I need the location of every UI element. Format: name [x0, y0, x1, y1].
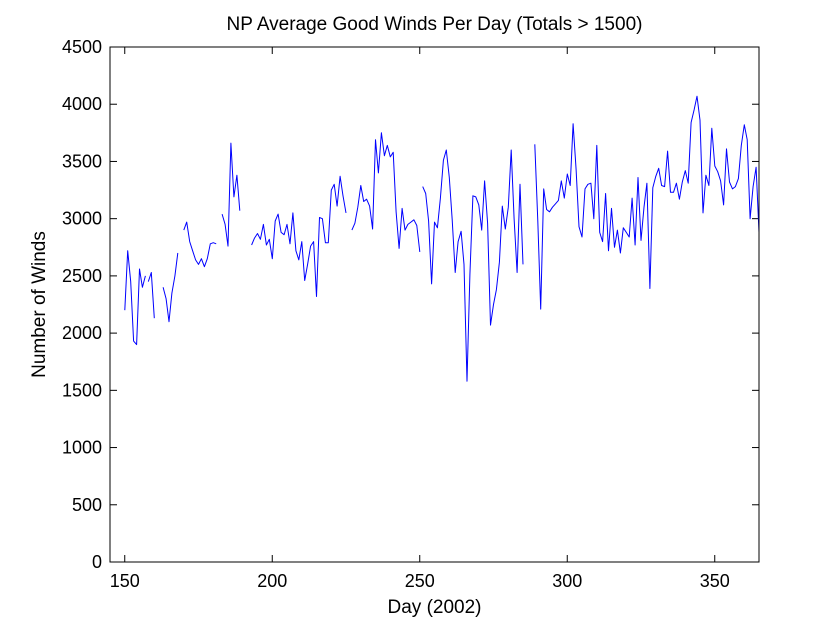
y-tick-label: 0 [92, 552, 102, 572]
y-axis-ticks: 0 500 1000 1500 2000 2500 3000 3500 4000 4500 [62, 37, 759, 572]
y-tick-label: 4500 [62, 37, 102, 57]
series-line-segment [351, 132, 421, 252]
y-tick-label: 2500 [62, 266, 102, 286]
series-line-segment [124, 250, 146, 346]
series-line-segment [147, 272, 155, 319]
series-line-segment [422, 149, 524, 382]
x-axis-ticks: 150 200 250 300 350 [110, 47, 730, 591]
y-axis-title: Number of Winds [29, 231, 50, 378]
x-tick-label: 350 [700, 571, 730, 591]
series-line-segment [221, 142, 241, 247]
y-tick-label: 2000 [62, 323, 102, 343]
y-tick-label: 3500 [62, 151, 102, 171]
y-tick-label: 3000 [62, 209, 102, 229]
plot-frame [109, 46, 760, 563]
x-tick-label: 200 [257, 571, 287, 591]
y-tick-label: 500 [72, 495, 102, 515]
y-tick-label: 1000 [62, 438, 102, 458]
x-tick-label: 300 [552, 571, 582, 591]
y-tick-label: 1500 [62, 380, 102, 400]
series-line-segment [183, 221, 217, 268]
x-tick-label: 150 [110, 571, 140, 591]
y-tick-label: 4000 [62, 94, 102, 114]
series-line-segment [162, 252, 179, 323]
series-line-segment [251, 175, 347, 297]
series-line-segment [534, 95, 759, 310]
plot-lines [124, 95, 759, 382]
x-tick-label: 250 [405, 571, 435, 591]
x-axis-title: Day (2002) [388, 597, 482, 618]
chart-title: NP Average Good Winds Per Day (Totals > … [227, 14, 643, 35]
